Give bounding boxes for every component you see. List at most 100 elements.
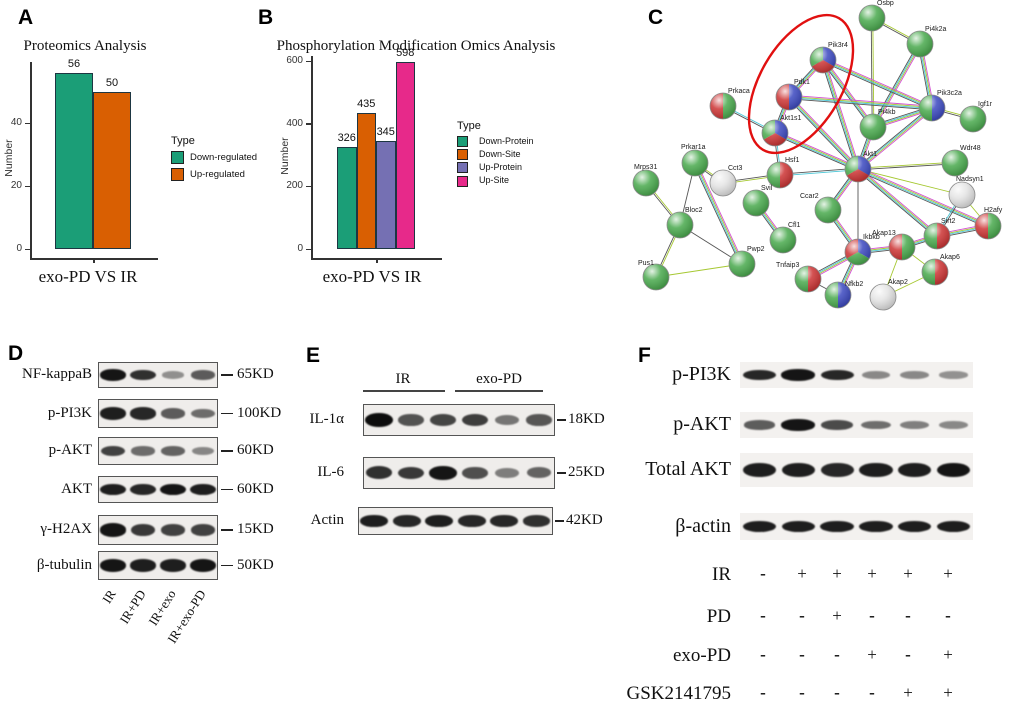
blot-band — [461, 413, 489, 427]
blot-band — [392, 515, 421, 527]
blot-band — [898, 520, 932, 533]
network-node-Pi4kb: Pi4kb — [859, 109, 896, 141]
blot-band — [939, 371, 968, 379]
e-IL-1α-strip — [363, 404, 555, 436]
legend-swatch-Up-Site — [457, 175, 468, 187]
highlight-ellipse — [747, 13, 855, 155]
blot-band — [189, 559, 217, 572]
treatment-sign: + — [867, 645, 877, 664]
blot-band — [161, 446, 185, 456]
network-edge-Prkar1a-Pwp2 — [696, 162, 745, 264]
network-edge-Pik3r4-Pik3c2a — [823, 57, 933, 107]
blot-band — [360, 515, 389, 527]
bar-Up-Site — [395, 61, 415, 249]
blot-row-label: NF-kappaB — [22, 366, 92, 382]
network-edge-Akt1-H2afy — [857, 169, 988, 227]
legend-title: Type — [457, 120, 481, 132]
blot-band — [820, 369, 854, 381]
network-edge-Pik3r4-Pik3c2a — [823, 59, 933, 108]
blot-band — [190, 483, 216, 496]
network-node-label: Akap13 — [872, 230, 896, 237]
kd-label: 100KD — [237, 404, 282, 421]
network-node-Akt1s1: Akt1s1 — [761, 115, 802, 147]
network-node-label: Prkaca — [728, 88, 750, 95]
network-edge-Akt1s1-Akt1 — [775, 132, 859, 169]
blot-row-label: γ-H2AX — [40, 521, 92, 537]
network-edge-Pik3r4-Pi4kb — [823, 59, 874, 127]
y-tick-mark — [25, 185, 30, 187]
blot-row-label: Total AKT — [645, 458, 731, 480]
chart-title: Phosphorylation Modification Omics Analy… — [276, 38, 556, 54]
blot-band — [99, 559, 127, 572]
x-tick-mark — [93, 258, 95, 263]
blot-band — [429, 465, 457, 480]
blot-band — [900, 420, 930, 430]
network-node-Wdr48: Wdr48 — [941, 145, 981, 177]
treatment-sign: - — [760, 564, 766, 583]
network-edge-Pdk1-Akt1 — [789, 96, 859, 169]
treatment-sign: - — [905, 606, 911, 625]
blot-band — [364, 412, 394, 428]
y-tick-label: 0 — [297, 243, 303, 254]
blot-band — [939, 421, 968, 429]
bar-value-label: 598 — [396, 46, 415, 59]
blot-band — [457, 515, 486, 527]
f-β-actin-strip — [740, 513, 973, 540]
network-edge-Pdk1-Akt1 — [787, 97, 858, 171]
y-tick-mark — [306, 185, 311, 188]
network-edge-Pik3r4-Akt1 — [823, 59, 859, 169]
network-node-label: Pik3c2a — [937, 90, 962, 97]
network-edge-Osbp-Pi4kb — [870, 18, 873, 128]
blot-band — [742, 462, 777, 478]
x-tick-mark — [376, 258, 378, 263]
e-Actin-strip — [358, 507, 553, 535]
network-node-label: Cfl1 — [788, 222, 801, 229]
blot-band — [494, 414, 520, 426]
legend-swatch-Up-Protein — [457, 162, 468, 174]
network-node-label: Ikbkb — [863, 234, 880, 241]
network-edge-Pik3r4-Akt1 — [820, 60, 857, 170]
network-edge-Akt1-Sirt2 — [858, 168, 938, 236]
blot-band — [130, 483, 156, 496]
bar-value-label: 56 — [67, 57, 81, 70]
blot-row-label: p-PI3K — [47, 404, 92, 421]
legend-label-Down-Protein: Down-Protein — [479, 135, 534, 146]
network-edge-Pdk1-Pik3c2a — [789, 95, 933, 108]
network-node-label: Nadsyn1 — [956, 176, 984, 183]
network-node-Akt1: Akt1 — [844, 151, 877, 183]
blot-band — [526, 467, 552, 479]
network-node-label: Pwp2 — [747, 246, 765, 253]
legend-label-Up-regulated: Up-regulated — [190, 168, 245, 180]
network-edge-Pik3r4-Pi4kb — [821, 60, 872, 129]
blot-band — [130, 559, 156, 572]
treatment-sign: + — [832, 606, 842, 625]
legend-swatch-Down-regulated — [171, 151, 184, 164]
network-edge-Akt1s1-Akt1 — [775, 130, 859, 168]
treatment-label: exo-PD — [672, 645, 731, 666]
y-axis-line — [30, 62, 32, 258]
blot-band — [781, 369, 816, 381]
bar-Up-regulated — [93, 91, 131, 249]
network-edge-Pi4k2a-Pi4kb — [872, 43, 920, 127]
blot-band — [820, 462, 854, 478]
treatment-sign: - — [799, 645, 805, 664]
y-tick-label: 400 — [286, 117, 303, 129]
network-node-Pus1: Pus1 — [638, 260, 670, 291]
treatment-sign: + — [943, 683, 953, 702]
network-edge-Pdk1-Akt1 — [788, 97, 858, 170]
blot-band — [425, 515, 454, 527]
panel-d-label: D — [8, 342, 24, 365]
network-node-label: Wdr48 — [960, 145, 981, 152]
blot-band — [130, 524, 156, 536]
f-p-AKT-strip — [740, 412, 973, 438]
network-node-label: Svil — [761, 185, 773, 192]
blot-row-label: β-tubulin — [36, 556, 92, 573]
blot-band — [429, 413, 457, 427]
network-node-Cfl1: Cfl1 — [769, 222, 801, 254]
network-node-label: Tnfaip3 — [776, 262, 799, 269]
blot-band — [898, 462, 932, 478]
network-node-Svil: Svil — [742, 185, 773, 217]
network-node-label: Mrps31 — [634, 164, 657, 171]
legend-label-Up-Protein: Up-Protein — [479, 161, 523, 172]
